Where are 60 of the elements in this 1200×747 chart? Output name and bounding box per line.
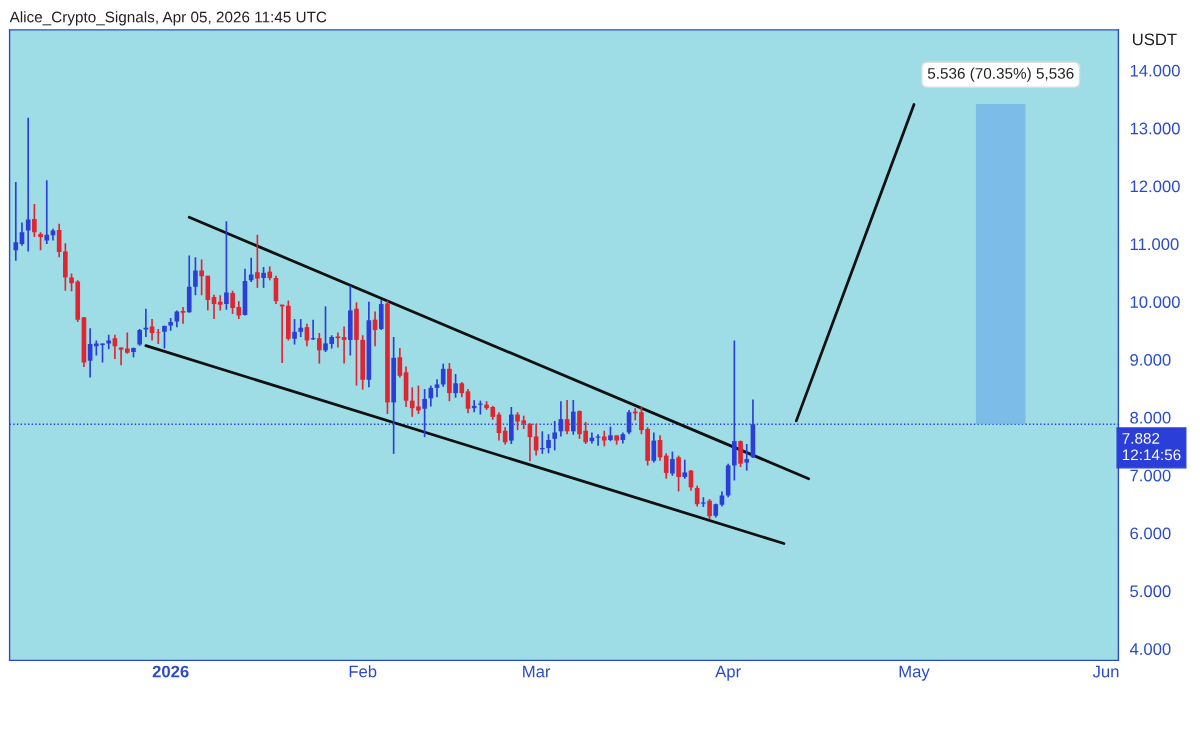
y-tick-label: 6.000	[1130, 527, 1171, 540]
candlestick	[335, 331, 341, 349]
candlestick	[248, 256, 254, 283]
annotation: 5.536 (70.35%) 5,536	[927, 67, 1074, 82]
candlestick	[707, 498, 712, 521]
candlestick	[471, 399, 477, 414]
candlestick	[193, 256, 198, 297]
candlestick	[155, 328, 161, 345]
y-tick-label: 12.000	[1130, 180, 1180, 193]
candlestick	[317, 332, 322, 365]
candlestick	[292, 318, 297, 346]
candlestick	[682, 458, 688, 480]
x-tick-label: Mar	[523, 665, 551, 678]
y-axis-title: USDT	[1132, 33, 1177, 46]
candlestick	[540, 430, 545, 455]
candlestick	[670, 450, 675, 477]
candlestick	[118, 346, 124, 367]
candlestick	[434, 378, 440, 399]
y-tick-label: 14.000	[1130, 64, 1180, 77]
candlestick	[106, 333, 112, 350]
candlestick	[744, 443, 750, 472]
y-tick-label: 11.000	[1130, 238, 1179, 251]
candlestick	[552, 420, 558, 452]
candlestick	[224, 220, 229, 311]
ref-line-label: 7.882 12:14:56	[1122, 432, 1181, 461]
candlestick	[44, 179, 50, 245]
chart-title: Alice_Crypto_Signals, Apr 05, 2026 11:45 UTC	[9, 11, 327, 26]
candlestick	[738, 439, 743, 468]
candlestick	[341, 325, 347, 365]
candlestick	[663, 452, 669, 480]
candlestick	[199, 258, 204, 297]
y-tick-label: 10.000	[1130, 296, 1180, 308]
y-tick-label: 8.000	[1130, 411, 1171, 424]
x-tick-label: 2026	[152, 665, 189, 678]
candlestick	[124, 331, 130, 355]
candlestick	[546, 433, 551, 455]
candlestick	[453, 373, 458, 399]
candlestick	[440, 362, 446, 388]
candlestick	[180, 306, 186, 325]
candlestick	[162, 324, 167, 350]
candlestick	[32, 203, 37, 238]
x-tick-label: Jun	[1092, 665, 1119, 678]
candlestick	[694, 484, 700, 508]
candlestick	[261, 266, 266, 289]
x-tick-label: Apr	[715, 665, 741, 681]
candlestick	[651, 431, 657, 464]
y-tick-label: 4.000	[1129, 643, 1171, 655]
candlestick	[298, 318, 304, 338]
y-tick-label: 13.000	[1130, 122, 1180, 135]
candlestick	[25, 116, 31, 253]
candlestick	[217, 294, 223, 312]
candlestick	[255, 233, 260, 289]
y-tick-label: 7.000	[1130, 469, 1171, 482]
x-tick-label: May	[899, 665, 930, 681]
y-tick-label: 9.000	[1130, 353, 1171, 366]
x-tick-label: Feb	[349, 665, 377, 678]
y-tick-label: 5.000	[1130, 585, 1171, 598]
candlestick	[676, 454, 681, 493]
candlestick	[13, 181, 19, 262]
candlestick	[428, 384, 434, 408]
